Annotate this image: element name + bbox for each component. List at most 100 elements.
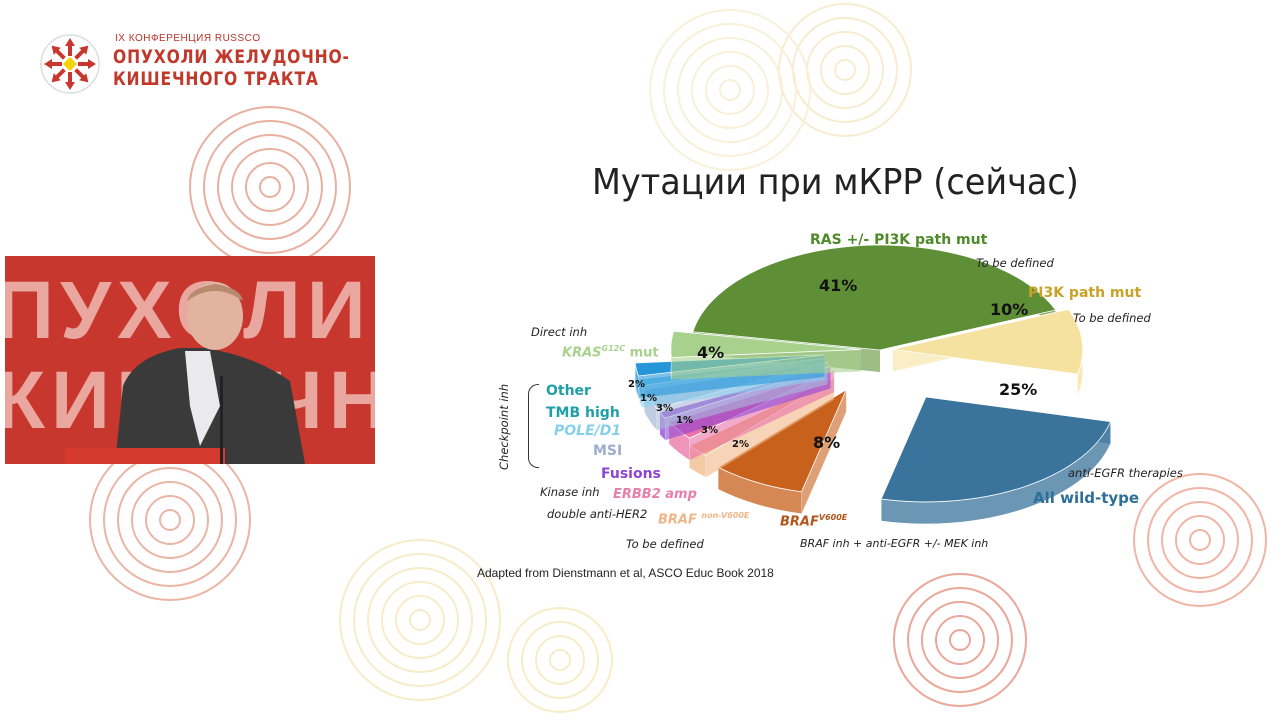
- decor-ring: [921, 601, 999, 679]
- decor-ring: [535, 635, 585, 685]
- decor-ring: [1147, 487, 1253, 593]
- conference-title: ОПУХОЛИ ЖЕЛУДОЧНО- КИШЕЧНОГО ТРАКТА: [113, 46, 350, 90]
- logo-arrow-icon: [51, 68, 66, 83]
- decor-ring: [663, 23, 797, 157]
- conference-label: IX КОНФЕРЕНЦИЯ RUSSCO: [115, 33, 261, 44]
- braf-non-name: BRAF: [658, 512, 697, 528]
- logo-arrow-icon: [74, 45, 89, 60]
- label-braf-v600e: BRAFV600E: [780, 513, 847, 529]
- pie-slice-pi3k-path-mut: [892, 308, 1084, 375]
- note-erbb2: double anti-HER2: [547, 507, 648, 521]
- note-braf-v600e: BRAF inh + anti-EGFR +/- MEK inh: [800, 537, 989, 550]
- pct-ras: 41%: [819, 276, 858, 295]
- pie-slice-kras: [670, 330, 861, 358]
- note-wild: anti-EGFR therapies: [1068, 466, 1183, 480]
- pie-slice-edge: [671, 349, 861, 380]
- decor-ring: [117, 467, 223, 573]
- kras-suffix: mut: [629, 345, 659, 361]
- decor-ring: [145, 495, 195, 545]
- conference-title-line2: КИШЕЧНОГО ТРАКТА: [113, 68, 319, 90]
- note-checkpoint: Checkpoint inh: [497, 383, 511, 470]
- decor-ring: [409, 609, 431, 631]
- pct-wild: 25%: [999, 380, 1038, 399]
- decor-ring: [893, 573, 1027, 707]
- decor-ring: [259, 176, 281, 198]
- decor-ring: [217, 134, 323, 240]
- pct-other: 2%: [628, 379, 645, 390]
- logo-arrow-icon: [51, 45, 66, 60]
- pct-pi3k: 10%: [990, 300, 1029, 319]
- decor-ring: [949, 629, 971, 651]
- note-pi3k: To be defined: [1073, 311, 1151, 325]
- decor-ring: [245, 162, 295, 212]
- pct-pole: 1%: [640, 393, 657, 404]
- pct-braf-v600e: 8%: [813, 433, 841, 452]
- kras-name: KRAS: [562, 345, 602, 361]
- conference-title-line1: ОПУХОЛИ ЖЕЛУДОЧНО-: [113, 46, 350, 68]
- braf-v600e-sup: V600E: [818, 513, 848, 522]
- source-citation: Adapted from Dienstmann et al, ASCO Educ…: [477, 566, 774, 580]
- slide-title: Мутации при мКРР (сейчас): [592, 162, 1079, 203]
- label-ras: RAS +/- PI3K path mut: [810, 232, 988, 248]
- pct-erbb2: 3%: [701, 425, 718, 436]
- decor-ring: [705, 65, 755, 115]
- braf-v600e-name: BRAF: [780, 514, 819, 530]
- pie-slice-ras-pi3k-path-mut: [692, 244, 1057, 351]
- decor-ring: [353, 553, 487, 687]
- decor-ring: [907, 587, 1013, 693]
- logo-arrow-icon: [65, 38, 75, 56]
- label-pi3k: PI3K path mut: [1028, 285, 1142, 301]
- label-other-tmb: Other TMB high: [546, 383, 620, 421]
- braf-non-sup: non-V600E: [701, 511, 750, 520]
- note-kras: Direct inh: [531, 325, 588, 339]
- decor-ring: [677, 37, 783, 143]
- label-fusions: Fusions: [601, 466, 661, 482]
- decor-ring: [367, 567, 473, 673]
- note-braf-non: To be defined: [626, 537, 704, 551]
- pie-slice-all-wild-type: [880, 396, 1112, 503]
- label-msi: MSI: [593, 443, 623, 459]
- logo-arrow-icon: [78, 59, 96, 69]
- decor-ring: [820, 45, 870, 95]
- decor-ring: [649, 9, 811, 171]
- label-braf-non-v600e: BRAF non-V600E: [658, 511, 749, 527]
- decor-ring: [1133, 473, 1267, 607]
- russco-logo: [38, 32, 102, 96]
- decor-ring: [691, 51, 769, 129]
- note-fusions: Kinase inh: [540, 485, 600, 499]
- pct-fusions: 1%: [676, 415, 693, 426]
- decor-ring: [1189, 529, 1211, 551]
- decor-ring: [521, 621, 599, 699]
- speaker-figure: [65, 282, 305, 464]
- decor-ring: [834, 59, 856, 81]
- decor-ring: [549, 649, 571, 671]
- pct-msi: 3%: [656, 403, 673, 414]
- decor-ring: [1161, 501, 1239, 579]
- decor-ring: [381, 581, 459, 659]
- kras-sup: G12C: [601, 344, 626, 353]
- logo-arrow-icon: [74, 68, 89, 83]
- decor-ring: [1175, 515, 1225, 565]
- label-erbb2: ERBB2 amp: [613, 487, 697, 502]
- speaker-video: ПУХОЛИ Ж КИШЕЧНОГО: [5, 256, 375, 464]
- decor-ring: [719, 79, 741, 101]
- decor-ring: [339, 539, 501, 701]
- pct-braf-non: 2%: [732, 439, 749, 450]
- label-pole: POLE/D1: [554, 423, 622, 439]
- logo-arrow-icon: [44, 59, 62, 69]
- decor-ring: [231, 148, 309, 226]
- note-ras: To be defined: [976, 256, 1054, 270]
- label-kras: KRASG12C mut: [562, 344, 659, 360]
- decor-ring: [395, 595, 445, 645]
- checkpoint-bracket: [528, 384, 539, 468]
- decor-ring: [935, 615, 985, 665]
- pie-slice-edge: [801, 389, 847, 514]
- decor-ring: [507, 607, 613, 713]
- logo-arrow-icon: [65, 72, 75, 90]
- decor-ring: [131, 481, 209, 559]
- label-wild-type: All wild-type: [1033, 489, 1140, 507]
- decor-ring: [159, 509, 181, 531]
- pct-kras: 4%: [697, 343, 725, 362]
- decor-ring: [203, 120, 337, 254]
